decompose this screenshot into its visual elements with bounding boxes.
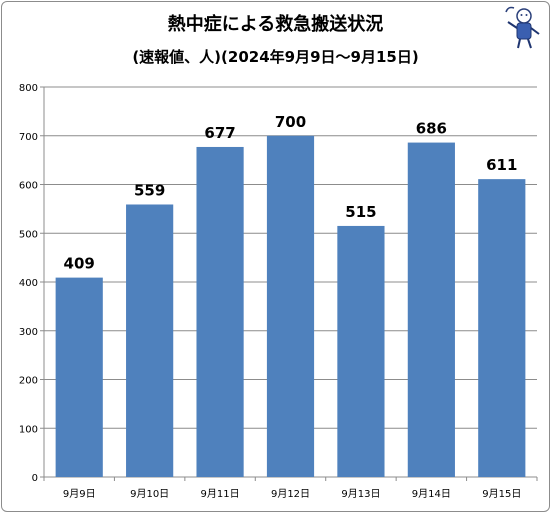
- data-label: 677: [204, 124, 235, 142]
- y-tick-label: 400: [19, 278, 38, 289]
- y-tick-label: 200: [19, 376, 38, 387]
- x-tick-label: 9月10日: [130, 488, 169, 500]
- y-tick-label: 100: [19, 424, 38, 435]
- x-tick-label: 9月13日: [341, 488, 380, 500]
- y-tick-label: 800: [19, 83, 38, 94]
- data-label: 700: [275, 113, 306, 131]
- x-tick-label: 9月14日: [412, 488, 451, 500]
- y-tick-label: 500: [19, 229, 38, 240]
- y-tick-label: 300: [19, 327, 38, 338]
- data-label: 409: [64, 255, 95, 273]
- chart-subtitle: (速報値、人)(2024年9月9日～9月15日): [132, 48, 419, 66]
- x-tick-label: 9月9日: [63, 488, 96, 500]
- y-tick-label: 700: [19, 132, 38, 143]
- bar: [337, 225, 385, 477]
- bar: [126, 204, 174, 478]
- data-label: 515: [345, 203, 376, 221]
- bar: [196, 146, 244, 477]
- x-tick-label: 9月15日: [482, 488, 521, 500]
- x-tick-label: 9月11日: [201, 488, 240, 500]
- bar: [407, 142, 455, 477]
- bar: [478, 179, 526, 477]
- data-label: 559: [134, 181, 165, 199]
- data-label: 611: [486, 156, 517, 174]
- x-tick-label: 9月12日: [271, 488, 310, 500]
- bar: [266, 135, 315, 477]
- mascot-illustration: [505, 6, 540, 49]
- y-tick-label: 600: [19, 181, 38, 192]
- data-label: 686: [416, 120, 447, 138]
- y-tick-label: 0: [32, 473, 38, 484]
- bar: [55, 277, 103, 477]
- chart-title: 熱中症による救急搬送状況: [167, 14, 384, 35]
